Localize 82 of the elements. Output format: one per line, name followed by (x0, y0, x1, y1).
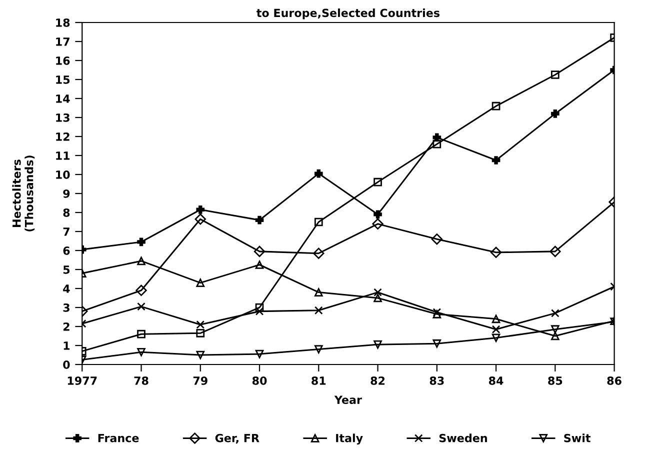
x-tick-label: 1977 (68, 376, 97, 385)
point (492, 314, 500, 324)
point (490, 246, 502, 258)
x-tick-label: 85 (548, 376, 562, 385)
chart-title: to Europe,Selected Countries (256, 8, 440, 20)
x-tick-label: 82 (370, 376, 385, 385)
point (372, 218, 384, 230)
point (314, 345, 323, 354)
point (255, 216, 264, 224)
y-tick-label: 12 (56, 132, 70, 141)
point (196, 205, 205, 214)
point (137, 348, 146, 356)
point (374, 210, 382, 219)
x-tick-label: 81 (312, 376, 326, 385)
point (492, 102, 500, 110)
point (432, 133, 442, 142)
y-tick-label: 2 (63, 322, 70, 331)
point (551, 70, 560, 79)
point (492, 325, 500, 334)
point (492, 156, 500, 164)
y-tick-label: 17 (56, 38, 70, 46)
y-tick-label: 18 (56, 18, 70, 27)
point (314, 169, 323, 178)
point (314, 218, 323, 226)
y-tick-label: 8 (63, 208, 70, 217)
point (551, 332, 560, 340)
point (136, 284, 147, 296)
x-axis-title: Year (334, 396, 362, 404)
y-tick-label: 0 (63, 360, 70, 369)
point (137, 330, 146, 338)
point (551, 309, 560, 318)
x-tick-label: 78 (134, 376, 148, 385)
point (137, 256, 146, 266)
point (196, 320, 205, 329)
y-tick-label: 4 (63, 284, 70, 293)
point (255, 350, 264, 358)
point (314, 288, 323, 296)
point (551, 325, 560, 334)
y-tick-label: 15 (56, 76, 70, 84)
legend-label: Ger, FR (215, 434, 260, 444)
point (254, 246, 266, 258)
y-tick-label: 13 (56, 113, 70, 122)
x-tick-label: 80 (252, 376, 267, 385)
point (255, 303, 264, 312)
y-tick-label: 7 (63, 228, 70, 236)
x-tick-label: 79 (193, 376, 208, 385)
x-tick-label: 83 (430, 376, 444, 385)
point (196, 278, 205, 287)
y-axis-title: Hectoliters (Thousands) (12, 156, 35, 232)
y-tick-label: 6 (63, 246, 70, 255)
point (137, 302, 146, 311)
point (137, 238, 146, 246)
point (196, 328, 205, 338)
point (314, 306, 323, 315)
y-tick-label: 1 (64, 342, 70, 350)
point (196, 350, 205, 360)
y-tick-label: 10 (56, 170, 70, 179)
y-tick-label: 5 (63, 266, 70, 274)
point (255, 260, 264, 269)
point (492, 334, 500, 342)
y-tick-label: 11 (56, 152, 70, 160)
point (313, 248, 324, 259)
legend-label: Sweden (439, 434, 487, 442)
point (432, 339, 442, 348)
y-tick-label: 16 (56, 56, 70, 65)
legend-label: Italy (336, 434, 363, 444)
legend-label: France (98, 434, 139, 442)
point (550, 246, 561, 258)
x-tick-label: 84 (488, 376, 504, 385)
legend-label: Swit (564, 434, 591, 442)
point (374, 340, 382, 349)
point (551, 110, 560, 118)
y-tick-label: 14 (56, 94, 70, 103)
point (432, 140, 442, 148)
x-tick-label: 86 (607, 376, 622, 385)
y-tick-label: 3 (63, 303, 70, 312)
point (194, 214, 206, 225)
point (374, 288, 382, 296)
point (431, 233, 443, 245)
y-tick-label: 9 (63, 189, 70, 198)
point (374, 178, 382, 186)
point (374, 294, 382, 302)
